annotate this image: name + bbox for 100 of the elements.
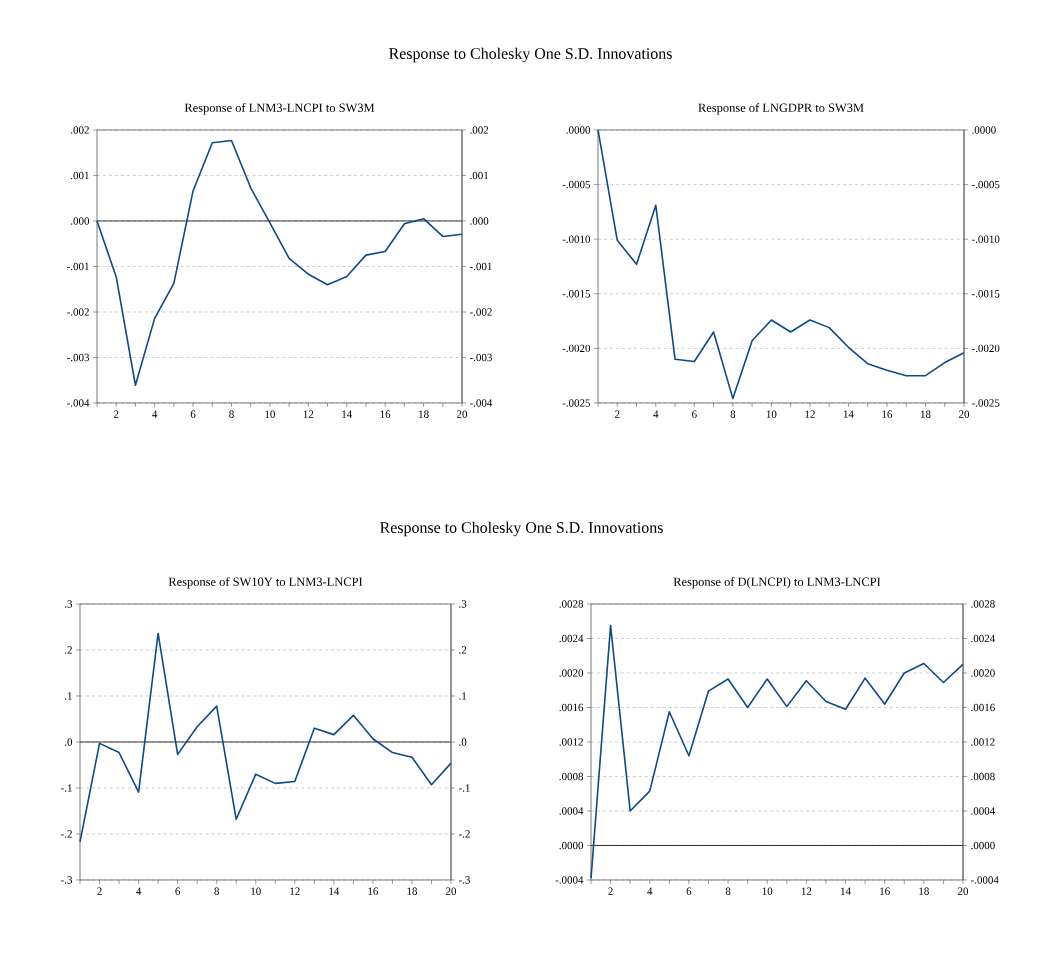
x-tick-label: 6 <box>190 410 196 418</box>
y-tick-label: -.1 <box>61 784 72 792</box>
y2-tick-label: .0 <box>459 738 467 746</box>
line-series <box>597 129 965 400</box>
x-tick-label: 18 <box>407 887 418 895</box>
x-tick-label: 10 <box>265 410 275 418</box>
x-tick-label: 18 <box>419 410 429 418</box>
y2-tick-label: .002 <box>470 126 489 134</box>
chart-title: Response of LNGDPR to SW3M <box>698 103 864 115</box>
x-tick-label: 16 <box>380 410 391 418</box>
y-tick-label: -.0015 <box>562 290 591 298</box>
y-tick-label: .000 <box>71 217 90 225</box>
x-tick-label: 18 <box>919 887 929 895</box>
x-tick-label: 8 <box>730 410 736 418</box>
y-tick-label: .0000 <box>559 841 584 850</box>
y-tick-label: -.004 <box>67 399 90 407</box>
y-tick-label: -.001 <box>67 262 89 271</box>
x-tick-label: 12 <box>801 887 812 895</box>
y2-tick-label: .0028 <box>971 600 995 608</box>
y-tick-label: .002 <box>71 126 89 134</box>
y2-tick-label: -.1 <box>458 784 470 792</box>
chart-title: Response of LNM3-LNCPI to SW3M <box>184 103 375 115</box>
x-tick-label: 16 <box>880 887 890 895</box>
y-tick-label: .0004 <box>559 807 584 815</box>
y-tick-label: .3 <box>64 600 73 608</box>
y-tick-label: -.0025 <box>562 399 591 407</box>
x-tick-label: 10 <box>251 887 261 895</box>
y2-tick-label: -.002 <box>469 308 492 316</box>
y-tick-label: .0012 <box>559 738 583 746</box>
y2-tick-label: -.0010 <box>971 235 1000 243</box>
line-series <box>79 632 452 843</box>
y-tick-label: .0016 <box>559 703 584 712</box>
y-tick-label: -.0020 <box>562 344 591 353</box>
x-tick-label: 14 <box>342 410 353 418</box>
y-tick-label: .0028 <box>559 600 584 608</box>
x-tick-label: 8 <box>214 887 220 895</box>
y2-tick-label: .0016 <box>971 703 995 712</box>
line-series <box>96 139 463 387</box>
x-tick-label: 18 <box>920 410 931 418</box>
x-tick-label: 8 <box>725 887 731 895</box>
x-tick-label: 14 <box>841 887 851 895</box>
y-tick-label: .001 <box>71 171 89 180</box>
y-tick-label: .0 <box>64 738 73 746</box>
y2-tick-label: -.0025 <box>971 399 1000 407</box>
y-tick-label: -.0005 <box>562 180 591 189</box>
y-tick-label: -.2 <box>61 830 72 838</box>
y-tick-label: .1 <box>64 692 72 700</box>
y-tick-label: .0020 <box>559 669 584 677</box>
y2-tick-label: .0012 <box>971 738 995 746</box>
y2-tick-label: .0024 <box>971 634 996 643</box>
chart-title: Response of D(LNCPI) to LNM3-LNCPI <box>673 577 881 589</box>
x-tick-label: 2 <box>608 887 613 895</box>
y-tick-label: .0008 <box>559 772 584 781</box>
y2-tick-label: -.2 <box>458 830 470 838</box>
y2-tick-label: .0020 <box>971 669 995 677</box>
y2-tick-label: -.0015 <box>971 290 1000 298</box>
y-tick-label: .0000 <box>566 126 591 134</box>
y2-tick-label: .0004 <box>971 807 996 815</box>
x-tick-label: 8 <box>229 410 234 418</box>
y2-tick-label: -.003 <box>469 353 492 362</box>
y-tick-label: -.0004 <box>555 876 584 884</box>
text: Response to Cholesky One S.D. Innovations <box>380 521 663 537</box>
y2-tick-label: .2 <box>459 646 467 654</box>
x-tick-label: 12 <box>805 410 815 418</box>
line-series <box>590 624 964 880</box>
x-tick-label: 14 <box>843 410 854 418</box>
x-tick-label: 2 <box>615 410 620 418</box>
x-tick-label: 2 <box>97 887 102 895</box>
y2-tick-label: -.001 <box>469 262 492 271</box>
y-tick-label: .0024 <box>559 634 584 643</box>
x-tick-label: 14 <box>329 887 340 895</box>
y2-tick-label: .0000 <box>972 126 996 134</box>
y-tick-label: -.003 <box>67 353 90 362</box>
y-tick-label: -.002 <box>67 308 89 316</box>
x-tick-label: 20 <box>446 887 457 895</box>
x-tick-label: 4 <box>653 410 659 418</box>
x-tick-label: 4 <box>136 887 142 895</box>
y2-tick-label: -.0005 <box>971 180 1000 189</box>
x-tick-label: 10 <box>766 410 777 418</box>
y-tick-label: .2 <box>64 646 72 654</box>
y-tick-label: -.3 <box>61 876 73 884</box>
text: Response to Cholesky One S.D. Innovations <box>389 47 672 63</box>
x-tick-label: 6 <box>692 410 697 418</box>
x-tick-label: 20 <box>958 887 969 895</box>
y2-tick-label: -.0004 <box>970 876 999 884</box>
y-tick-label: -.0010 <box>562 235 591 243</box>
x-tick-label: 16 <box>882 410 893 418</box>
y2-tick-label: .0008 <box>971 772 995 781</box>
y2-tick-label: .000 <box>470 217 489 225</box>
y2-tick-label: .3 <box>459 600 467 608</box>
chart-title: Response of SW10Y to LNM3-LNCPI <box>168 577 363 589</box>
x-tick-label: 20 <box>959 410 970 418</box>
x-tick-label: 2 <box>113 410 119 418</box>
y2-tick-label: -.004 <box>469 399 493 407</box>
x-tick-label: 20 <box>457 410 468 418</box>
y2-tick-label: -.3 <box>458 876 470 884</box>
x-tick-label: 6 <box>686 887 692 895</box>
x-tick-label: 4 <box>152 410 158 418</box>
x-tick-label: 10 <box>762 887 773 895</box>
x-tick-label: 16 <box>368 887 379 895</box>
